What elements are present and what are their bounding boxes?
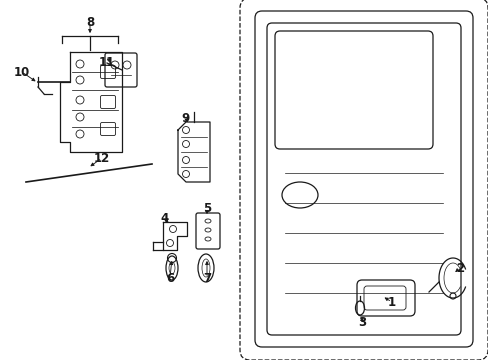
Text: 10: 10 [14,66,30,78]
Text: 12: 12 [94,152,110,165]
Text: 3: 3 [357,315,366,328]
Text: 11: 11 [99,55,115,68]
Text: 6: 6 [165,271,174,284]
Text: 1: 1 [387,296,395,309]
Text: 8: 8 [86,15,94,28]
Text: 9: 9 [182,112,190,125]
Text: 7: 7 [203,271,211,284]
Text: 2: 2 [455,261,463,274]
Text: 5: 5 [203,202,211,215]
Text: 4: 4 [161,211,169,225]
